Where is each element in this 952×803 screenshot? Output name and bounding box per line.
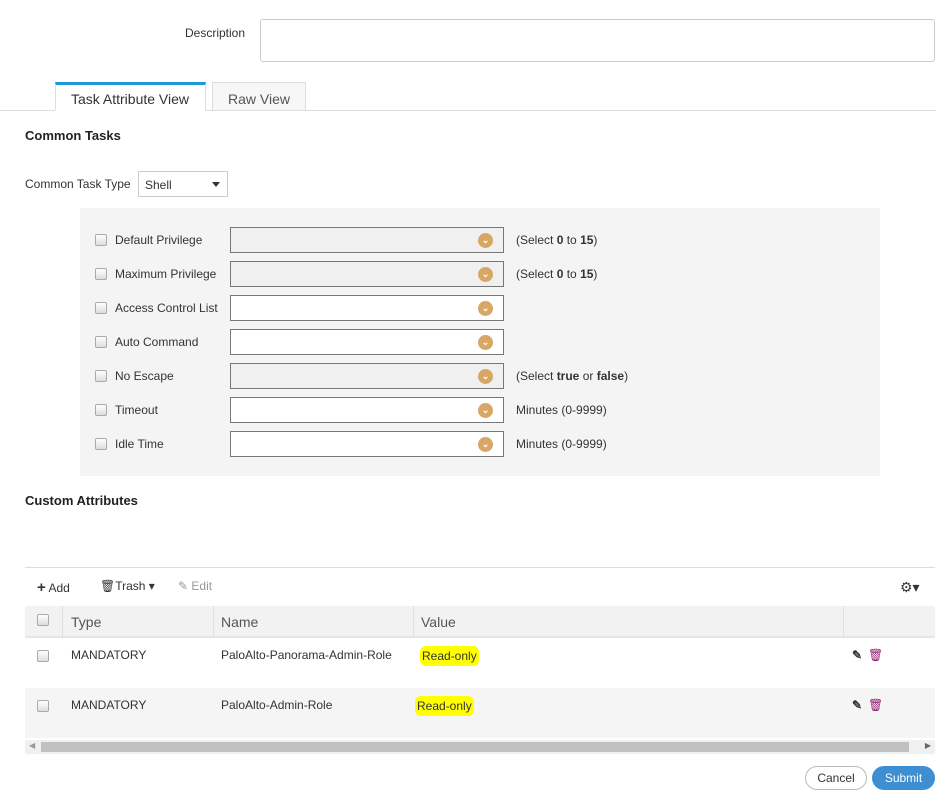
edit-label: Edit xyxy=(191,579,213,593)
field-checkbox[interactable] xyxy=(95,370,107,382)
table-header: Type Name Value xyxy=(25,606,935,638)
settings-gear-icon[interactable]: ⚙▾ xyxy=(900,579,920,595)
divider xyxy=(25,567,935,568)
field-label: Maximum Privilege xyxy=(115,267,217,281)
chevron-down-icon[interactable]: ⌄ xyxy=(478,233,493,248)
field-hint: (Select 0 to 15) xyxy=(516,233,598,247)
chevron-down-icon[interactable]: ⌄ xyxy=(478,267,493,282)
table-row[interactable]: MANDATORY PaloAlto-Admin-Role Read-only … xyxy=(25,688,935,738)
field-label: Timeout xyxy=(115,403,158,417)
field-checkbox[interactable] xyxy=(95,268,107,280)
field-row: Timeout ⌄ Minutes (0-9999) xyxy=(80,397,880,423)
field-checkbox[interactable] xyxy=(95,336,107,348)
field-row: Auto Command ⌄ xyxy=(80,329,880,355)
field-combobox[interactable]: ⌄ xyxy=(230,431,504,457)
field-combobox[interactable]: ⌄ xyxy=(230,295,504,321)
field-combobox[interactable]: ⌄ xyxy=(230,227,504,253)
edit-button[interactable]: ✎ Edit xyxy=(178,579,212,593)
field-checkbox[interactable] xyxy=(95,404,107,416)
field-hint: (Select true or false) xyxy=(516,369,629,383)
description-label: Description xyxy=(185,26,246,40)
edit-icon[interactable]: ✎ xyxy=(852,648,863,662)
field-row: Default Privilege ⌄ (Select 0 to 15) xyxy=(80,227,880,253)
field-combobox[interactable]: ⌄ xyxy=(230,261,504,287)
field-row: Maximum Privilege ⌄ (Select 0 to 15) xyxy=(80,261,880,287)
edit-icon[interactable]: ✎ xyxy=(852,698,863,712)
cancel-button[interactable]: Cancel xyxy=(805,766,867,790)
trash-button[interactable]: 🗑Trash ▾ xyxy=(100,579,155,593)
row-checkbox[interactable] xyxy=(37,650,49,662)
chevron-down-icon[interactable]: ⌄ xyxy=(478,301,493,316)
field-combobox[interactable]: ⌄ xyxy=(230,329,504,355)
col-value[interactable]: Value xyxy=(421,614,456,630)
cell-type: MANDATORY xyxy=(71,648,147,662)
field-combobox[interactable]: ⌄ xyxy=(230,363,504,389)
tab-raw-view[interactable]: Raw View xyxy=(212,82,306,111)
submit-button[interactable]: Submit xyxy=(872,766,935,790)
field-row: No Escape ⌄ (Select true or false) xyxy=(80,363,880,389)
field-label: Auto Command xyxy=(115,335,199,349)
add-label: Add xyxy=(48,581,70,595)
scroll-left-icon[interactable]: ◀ xyxy=(29,741,36,750)
cell-value: Read-only xyxy=(420,646,479,666)
custom-attributes-heading: Custom Attributes xyxy=(25,493,138,508)
select-all-checkbox[interactable] xyxy=(37,614,49,626)
cell-type: MANDATORY xyxy=(71,698,147,712)
chevron-down-icon[interactable]: ⌄ xyxy=(478,369,493,384)
field-label: Default Privilege xyxy=(115,233,203,247)
cell-value: Read-only xyxy=(415,696,474,716)
col-type[interactable]: Type xyxy=(71,614,102,630)
field-hint: Minutes (0-9999) xyxy=(516,437,607,451)
common-tasks-heading: Common Tasks xyxy=(25,128,121,143)
field-checkbox[interactable] xyxy=(95,302,107,314)
selected-value: Shell xyxy=(145,178,172,192)
trash-icon: 🗑 xyxy=(100,579,116,593)
row-checkbox[interactable] xyxy=(37,700,49,712)
trash-icon[interactable]: 🗑 xyxy=(868,648,884,662)
common-task-type-label: Common Task Type xyxy=(25,177,131,191)
scroll-right-icon[interactable]: ▶ xyxy=(924,741,931,750)
common-task-type-select[interactable]: Shell xyxy=(138,171,228,197)
horizontal-scrollbar[interactable]: ◀ ▶ xyxy=(25,740,935,754)
tab-task-attribute-view[interactable]: Task Attribute View xyxy=(55,82,206,111)
field-hint: (Select 0 to 15) xyxy=(516,267,598,281)
add-button[interactable]: + Add xyxy=(37,579,70,596)
chevron-down-icon[interactable]: ⌄ xyxy=(478,403,493,418)
chevron-down-icon[interactable]: ⌄ xyxy=(478,335,493,350)
field-hint: Minutes (0-9999) xyxy=(516,403,607,417)
cell-name: PaloAlto-Panorama-Admin-Role xyxy=(221,648,392,662)
view-tabs: Task Attribute View Raw View xyxy=(0,82,936,111)
description-input[interactable] xyxy=(260,19,935,62)
field-row: Idle Time ⌄ Minutes (0-9999) xyxy=(80,431,880,457)
field-label: Access Control List xyxy=(115,301,218,315)
trash-label: Trash xyxy=(115,579,146,593)
col-name[interactable]: Name xyxy=(221,614,259,630)
scrollbar-thumb[interactable] xyxy=(41,742,909,752)
common-tasks-panel: Default Privilege ⌄ (Select 0 to 15) Maximu… xyxy=(80,208,880,476)
edit-icon: ✎ xyxy=(178,579,189,593)
field-combobox[interactable]: ⌄ xyxy=(230,397,504,423)
field-label: Idle Time xyxy=(115,437,164,451)
table-row[interactable]: MANDATORY PaloAlto-Panorama-Admin-Role R… xyxy=(25,638,935,688)
field-checkbox[interactable] xyxy=(95,438,107,450)
field-row: Access Control List ⌄ xyxy=(80,295,880,321)
field-label: No Escape xyxy=(115,369,174,383)
cell-name: PaloAlto-Admin-Role xyxy=(221,698,333,712)
field-checkbox[interactable] xyxy=(95,234,107,246)
chevron-down-icon[interactable]: ⌄ xyxy=(478,437,493,452)
trash-icon[interactable]: 🗑 xyxy=(868,698,884,712)
caret-down-icon xyxy=(212,182,220,187)
